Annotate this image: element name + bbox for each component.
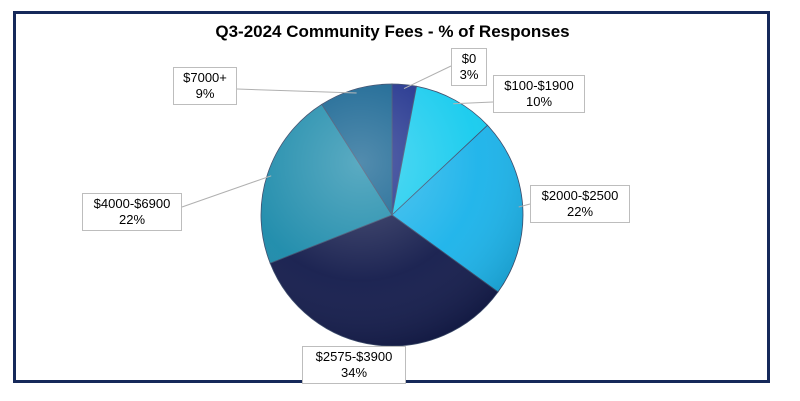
data-label-percent: 22%	[118, 212, 146, 227]
data-label-category: $7000+	[183, 70, 227, 85]
data-label-category: $2000-$2500	[541, 188, 619, 203]
data-label-percent: 10%	[525, 94, 553, 109]
data-label-percent: 9%	[195, 86, 215, 101]
chart-title: Q3-2024 Community Fees - % of Responses	[215, 22, 570, 41]
data-label: $2575-$3900 34%	[302, 346, 406, 384]
leader-line	[236, 88, 357, 94]
data-label-percent: 34%	[340, 365, 368, 380]
data-label-category: $4000-$6900	[93, 196, 171, 211]
data-label: $7000+ 9%	[173, 67, 237, 105]
data-label: $4000-$6900 22%	[82, 193, 182, 231]
data-label-category: $0	[461, 51, 477, 66]
data-label-percent: 22%	[566, 204, 594, 219]
leader-line	[403, 65, 452, 90]
data-label: $0 3%	[451, 48, 487, 86]
data-label: $100-$1900 10%	[493, 75, 585, 113]
data-label-percent: 3%	[459, 67, 479, 82]
data-label: $2000-$2500 22%	[530, 185, 630, 223]
data-label-category: $100-$1900	[504, 78, 574, 93]
leader-line	[181, 175, 272, 208]
data-label-category: $2575-$3900	[315, 349, 393, 364]
